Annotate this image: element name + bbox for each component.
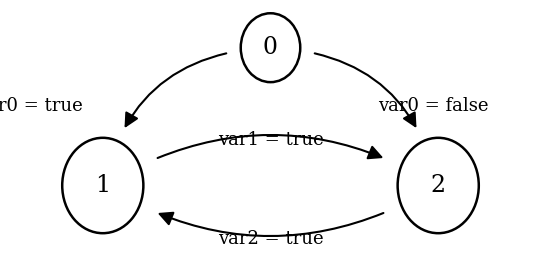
Text: 2: 2 — [431, 174, 446, 197]
Ellipse shape — [398, 138, 479, 233]
Text: var2 = true: var2 = true — [217, 229, 324, 248]
Text: var1 = true: var1 = true — [217, 131, 324, 149]
FancyArrowPatch shape — [315, 53, 415, 126]
FancyArrowPatch shape — [126, 53, 226, 126]
Text: 1: 1 — [95, 174, 110, 197]
Ellipse shape — [241, 13, 300, 82]
Text: var0 = true: var0 = true — [0, 97, 83, 115]
Text: var0 = false: var0 = false — [378, 97, 488, 115]
Ellipse shape — [62, 138, 143, 233]
Text: 0: 0 — [263, 36, 278, 59]
FancyArrowPatch shape — [157, 135, 381, 158]
FancyArrowPatch shape — [160, 213, 384, 236]
